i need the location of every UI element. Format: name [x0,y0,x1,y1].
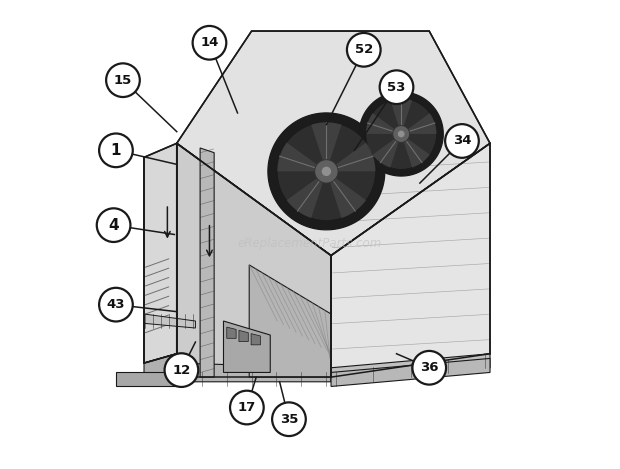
Text: 34: 34 [453,135,471,147]
Text: 15: 15 [114,74,132,87]
Circle shape [97,208,130,242]
Polygon shape [331,144,490,377]
Polygon shape [373,134,401,167]
Polygon shape [331,358,490,386]
Circle shape [193,26,226,60]
Circle shape [106,63,140,97]
Polygon shape [177,144,331,377]
Polygon shape [315,159,338,183]
Polygon shape [144,314,195,328]
Polygon shape [116,372,177,386]
Circle shape [379,70,414,104]
Polygon shape [322,166,331,176]
Polygon shape [326,143,376,171]
Text: 1: 1 [111,143,121,158]
Text: 53: 53 [388,81,405,94]
Polygon shape [311,122,342,171]
Polygon shape [331,354,490,382]
Polygon shape [249,265,331,377]
Circle shape [347,33,381,67]
Polygon shape [227,327,236,338]
Text: 35: 35 [280,413,298,426]
Polygon shape [286,171,326,218]
Text: 36: 36 [420,361,438,374]
Circle shape [412,351,446,385]
Text: eReplacementParts.com: eReplacementParts.com [238,237,382,250]
Polygon shape [177,31,490,256]
Polygon shape [268,113,385,230]
Polygon shape [223,321,270,372]
Polygon shape [277,122,376,220]
Polygon shape [401,134,430,167]
Polygon shape [200,148,214,377]
Polygon shape [392,126,410,143]
Polygon shape [277,143,326,171]
Text: 17: 17 [237,401,256,414]
Circle shape [164,353,198,387]
Polygon shape [401,113,436,134]
Polygon shape [144,354,177,382]
Polygon shape [359,92,443,176]
Text: 43: 43 [107,298,125,311]
Polygon shape [177,363,331,382]
Circle shape [445,124,479,158]
Polygon shape [144,144,177,363]
Text: 12: 12 [172,363,190,377]
Polygon shape [366,98,436,169]
Polygon shape [390,98,412,134]
Polygon shape [239,330,248,341]
Text: 4: 4 [108,218,119,233]
Circle shape [230,391,264,424]
Circle shape [99,134,133,167]
Polygon shape [398,130,405,137]
Text: 14: 14 [200,36,219,49]
Polygon shape [251,333,260,345]
Text: 52: 52 [355,43,373,56]
Polygon shape [326,171,366,218]
Circle shape [272,402,306,436]
Polygon shape [366,113,401,134]
Circle shape [99,288,133,321]
